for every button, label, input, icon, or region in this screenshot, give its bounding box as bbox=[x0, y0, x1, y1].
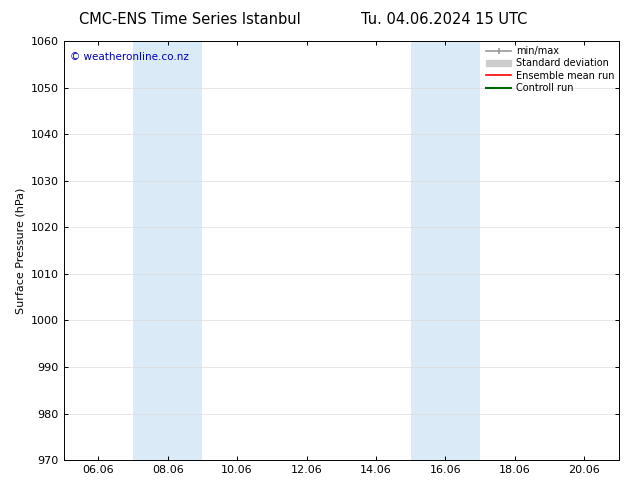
Text: CMC-ENS Time Series Istanbul: CMC-ENS Time Series Istanbul bbox=[79, 12, 301, 27]
Text: © weatheronline.co.nz: © weatheronline.co.nz bbox=[70, 51, 189, 62]
Bar bbox=[133, 41, 202, 460]
Text: Tu. 04.06.2024 15 UTC: Tu. 04.06.2024 15 UTC bbox=[361, 12, 527, 27]
Y-axis label: Surface Pressure (hPa): Surface Pressure (hPa) bbox=[15, 187, 25, 314]
Bar bbox=[411, 41, 480, 460]
Legend: min/max, Standard deviation, Ensemble mean run, Controll run: min/max, Standard deviation, Ensemble me… bbox=[484, 44, 616, 95]
